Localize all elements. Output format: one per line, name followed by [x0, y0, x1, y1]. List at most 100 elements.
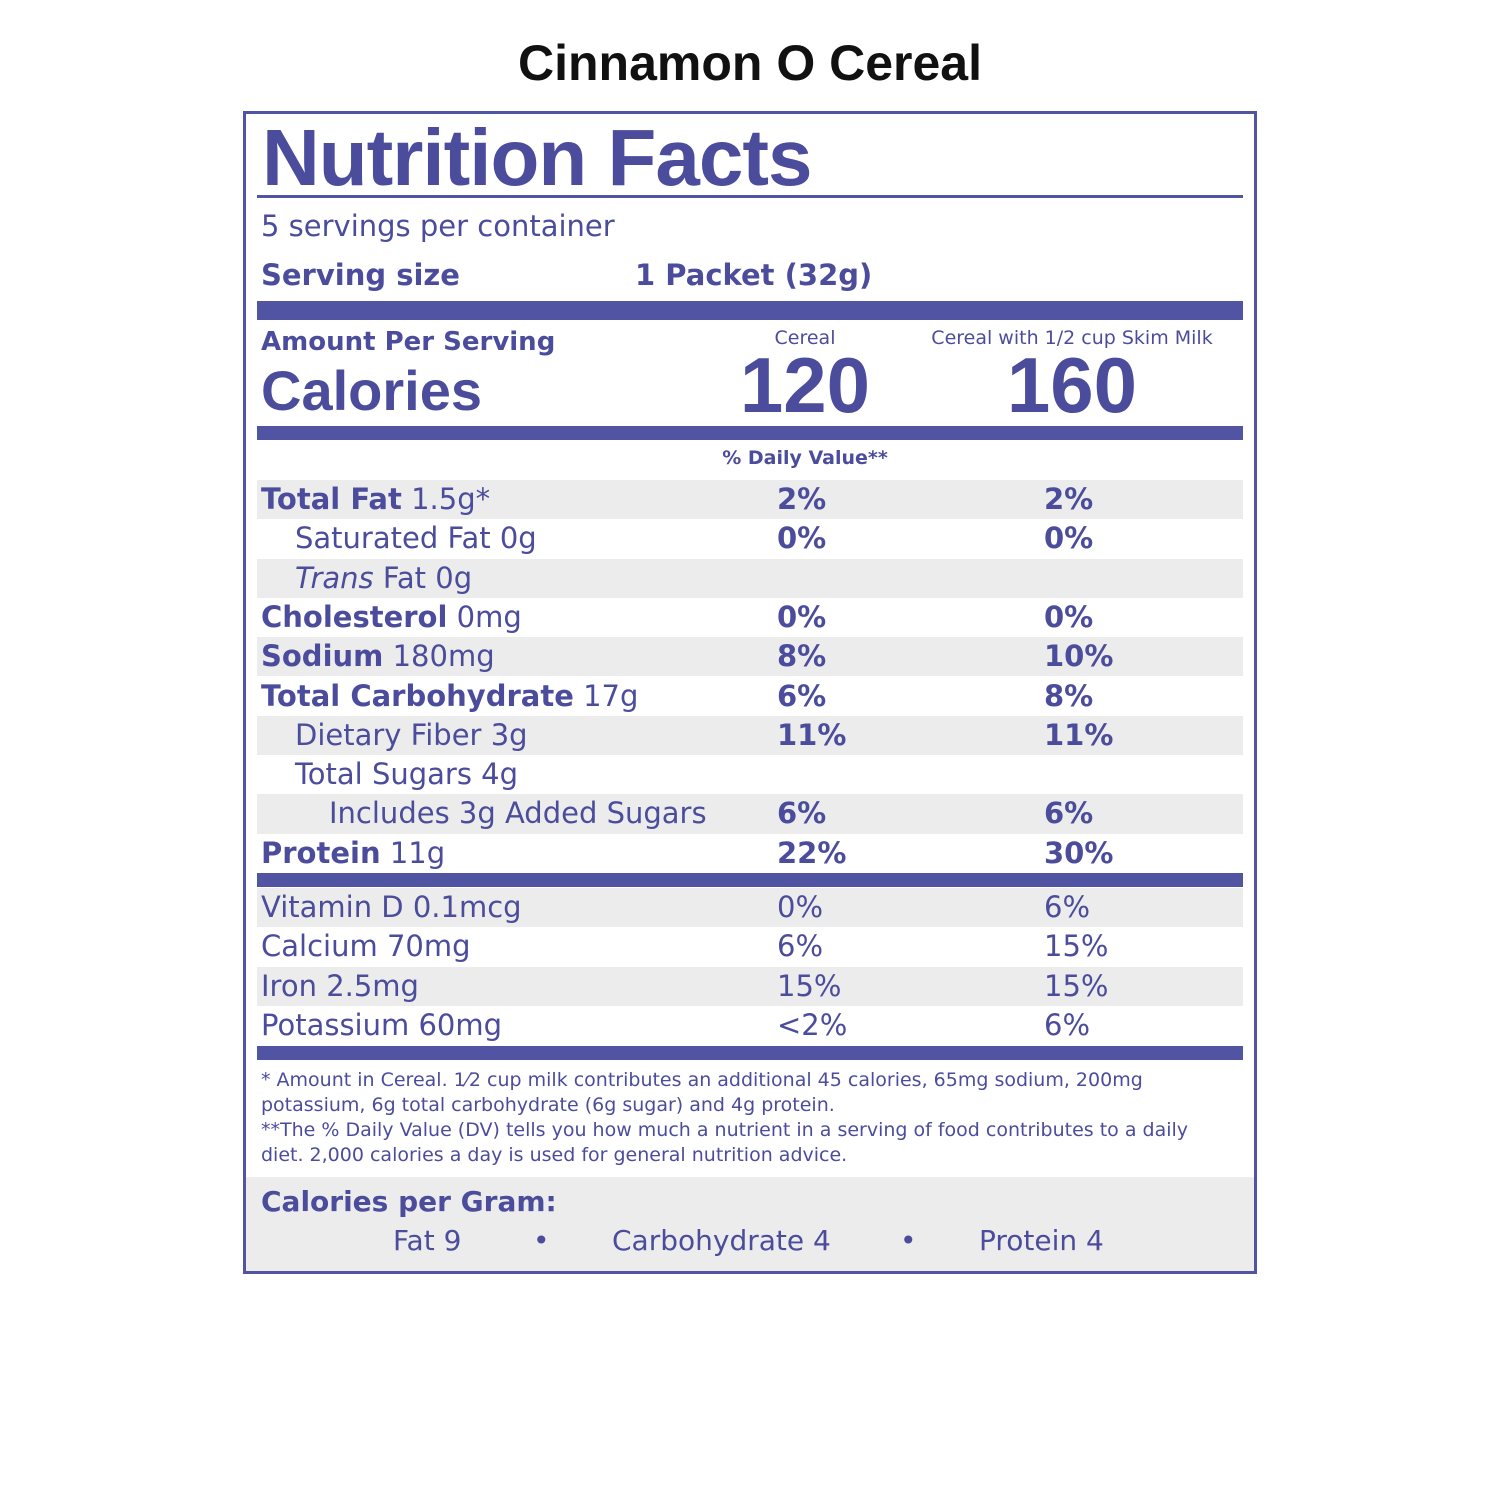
- footnote: * Amount in Cereal. 1⁄2 cup milk contrib…: [261, 1069, 1143, 1116]
- row-background: [257, 558, 1243, 598]
- amount: 11g: [389, 835, 446, 870]
- daily-value: 0%: [777, 890, 824, 924]
- nutrient-name: Iron 2.5mg: [261, 969, 419, 1003]
- bullet: •: [900, 1224, 917, 1257]
- amount: 0g: [499, 521, 537, 556]
- thick-rule: [257, 1046, 1243, 1060]
- daily-value: 2%: [777, 482, 827, 516]
- daily-value: 8%: [1044, 678, 1094, 713]
- row-background: [257, 715, 1243, 756]
- calories-value: 160: [1006, 341, 1138, 429]
- daily-value: 8%: [777, 639, 827, 674]
- nutrient-name: Saturated Fat 0g: [295, 521, 537, 555]
- name: Saturated Fat: [295, 521, 491, 556]
- daily-value: 11%: [777, 717, 847, 752]
- column-name: Cereal with 1/2 cup Skim Milk: [931, 327, 1213, 349]
- daily-value: 6%: [1044, 1007, 1091, 1042]
- bullet: •: [533, 1224, 550, 1257]
- servings: 5 servings per container: [261, 209, 615, 243]
- daily-value: 6%: [777, 929, 824, 964]
- per-gram-item: Carbohydrate 4: [612, 1224, 831, 1257]
- daily-value: 15%: [1044, 968, 1109, 1003]
- name: Dietary Fiber: [295, 717, 482, 752]
- name: Iron: [261, 968, 317, 1003]
- nutrient-name: Cholesterol 0mg: [261, 600, 522, 634]
- daily-value: 30%: [1044, 835, 1114, 870]
- amount: 60mg: [418, 1007, 503, 1042]
- name: Potassium: [261, 1007, 410, 1042]
- amount: 1.5g*: [411, 482, 491, 516]
- amount: 0g: [435, 560, 473, 595]
- amount: 0mg: [456, 599, 522, 634]
- daily-value: 2%: [1044, 482, 1094, 516]
- daily-value: 15%: [777, 968, 842, 1003]
- nutrient-name: Total Fat 1.5g*: [261, 482, 490, 516]
- nutrient-name: Sodium 180mg: [261, 639, 495, 673]
- amount: 3g: [490, 717, 528, 752]
- rule: [257, 195, 1243, 198]
- heading: Nutrition Facts: [262, 113, 812, 202]
- footnote: **The % Daily Value (DV) tells you how m…: [261, 1119, 1189, 1166]
- dv-header: % Daily Value**: [722, 447, 888, 469]
- thick-rule: [257, 301, 1243, 320]
- name: Total Carbohydrate: [261, 678, 574, 713]
- column-name: Cereal: [774, 327, 836, 349]
- nutrient-name: Protein 11g: [261, 836, 445, 870]
- daily-value: 6%: [777, 678, 827, 713]
- daily-value: 22%: [777, 835, 847, 870]
- daily-value: 0%: [777, 521, 827, 556]
- name: Total Sugars: [295, 757, 472, 792]
- name: Cholesterol: [261, 599, 448, 634]
- name: Calcium: [261, 929, 378, 964]
- row-background: [257, 794, 1243, 834]
- row-background: [257, 966, 1243, 1006]
- name: Vitamin D: [261, 890, 404, 924]
- row-background: [257, 480, 1243, 520]
- serving-size-value: 1 Packet (32g): [635, 258, 873, 292]
- row-background: [257, 637, 1243, 677]
- calories-per-gram-panel: [246, 1177, 1254, 1271]
- per-gram-item: Protein 4: [979, 1224, 1104, 1257]
- calories-value: 120: [739, 341, 871, 429]
- nutrient-name: Trans Fat 0g: [295, 561, 472, 595]
- daily-value: <2%: [777, 1007, 848, 1042]
- nutrient-name: Includes 3g Added Sugars: [329, 796, 707, 830]
- daily-value: 11%: [1044, 717, 1114, 752]
- calories-per-gram-title: Calories per Gram:: [261, 1185, 557, 1218]
- amount: 2.5mg: [326, 968, 419, 1003]
- amount: 17g: [583, 678, 639, 713]
- row-background: [257, 888, 1243, 928]
- name: Includes 3g Added Sugars: [329, 796, 707, 831]
- amount: 4g: [481, 757, 519, 792]
- daily-value: 0%: [1044, 521, 1094, 556]
- nutrient-name: Dietary Fiber 3g: [295, 718, 528, 752]
- thick-rule: [257, 426, 1243, 440]
- name: Protein: [261, 835, 381, 870]
- amount: 180mg: [392, 639, 495, 674]
- per-gram-item: Fat 9: [393, 1224, 462, 1257]
- product-title: Cinnamon O Cereal: [518, 35, 982, 91]
- calories-label: Calories: [261, 359, 482, 422]
- nutrient-name: Vitamin D 0.1mcg: [261, 890, 522, 924]
- nutrient-name: Calcium 70mg: [261, 929, 471, 963]
- nutrient-name: Total Carbohydrate 17g: [261, 679, 638, 713]
- name: Total Fat: [261, 482, 402, 516]
- name: Sodium: [261, 639, 384, 674]
- amount: 70mg: [386, 929, 471, 964]
- daily-value: 6%: [1044, 890, 1091, 924]
- label-box: [243, 111, 1257, 1274]
- daily-value: 15%: [1044, 929, 1109, 964]
- nutrient-name: Total Sugars 4g: [295, 757, 518, 791]
- amount-per-serving: Amount Per Serving: [261, 327, 556, 357]
- thick-rule: [257, 873, 1243, 887]
- daily-value: 0%: [1044, 599, 1094, 634]
- daily-value: 0%: [777, 599, 827, 634]
- daily-value: 6%: [1044, 796, 1094, 831]
- name-italic: Trans: [295, 560, 374, 595]
- nutrient-name: Potassium 60mg: [261, 1008, 502, 1042]
- daily-value: 6%: [777, 796, 827, 831]
- name: Fat: [382, 560, 427, 595]
- daily-value: 10%: [1044, 639, 1114, 674]
- serving-size-label: Serving size: [261, 258, 460, 292]
